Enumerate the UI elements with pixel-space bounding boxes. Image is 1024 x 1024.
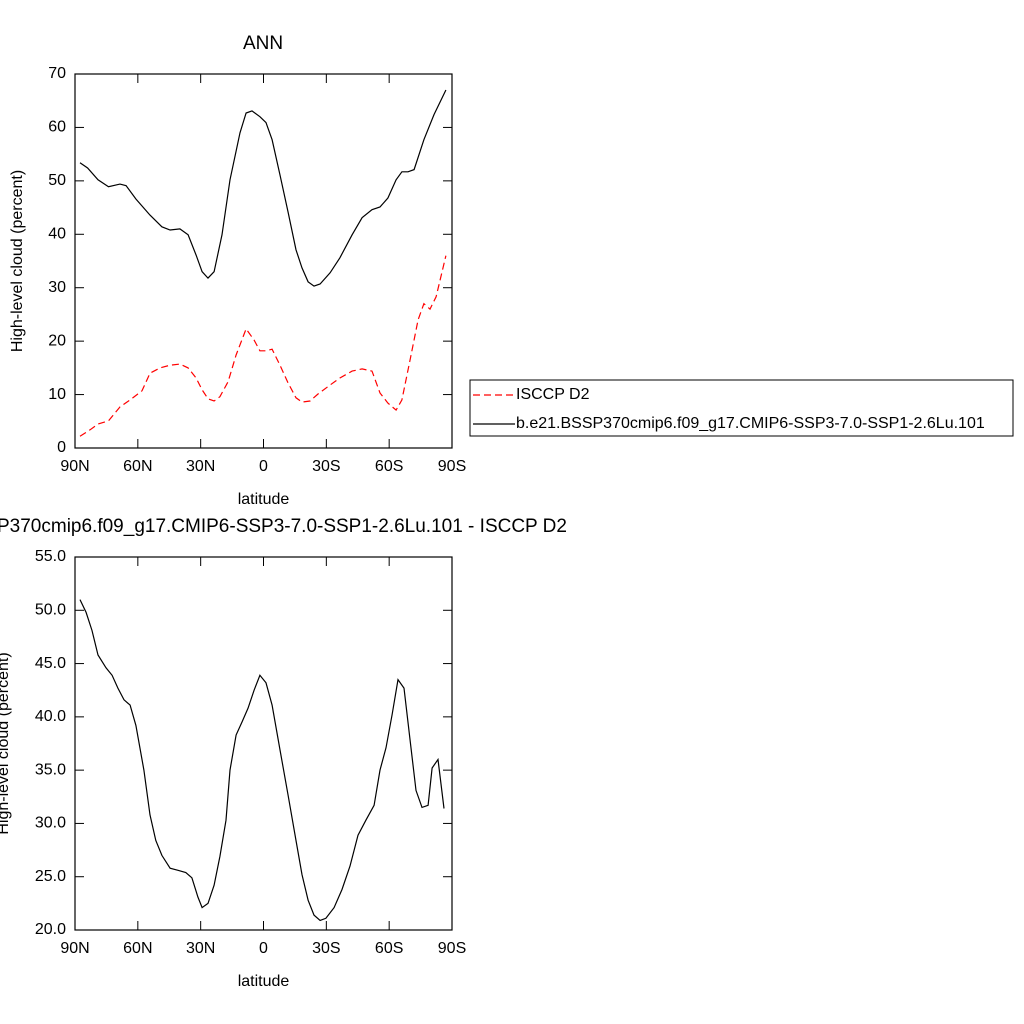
y-tick-label: 50 — [48, 172, 66, 189]
y-tick-label: 20 — [48, 332, 66, 349]
y-tick-label: 30.0 — [35, 815, 66, 832]
x-tick-label: 0 — [259, 458, 268, 475]
x-tick-label: 0 — [259, 940, 268, 957]
plot-frame — [74, 556, 453, 931]
y-tick-label: 40 — [48, 226, 66, 243]
chart-title: P370cmip6.f09_g17.CMIP6-SSP3-7.0-SSP1-2.… — [0, 516, 567, 537]
x-axis-label: latitude — [238, 973, 290, 990]
legend-box — [469, 379, 1014, 437]
y-tick-label: 55.0 — [35, 548, 66, 565]
y-tick-label: 60 — [48, 119, 66, 136]
x-tick-label: 60N — [123, 458, 152, 475]
y-tick-label: 20.0 — [35, 921, 66, 938]
x-tick-label: 90S — [438, 940, 466, 957]
x-tick-label: 90N — [60, 458, 89, 475]
y-tick-label: 25.0 — [35, 868, 66, 885]
x-tick-label: 90S — [438, 458, 466, 475]
chart-title: ANN — [243, 33, 283, 54]
y-tick-label: 0 — [57, 439, 66, 456]
y-tick-label: 30 — [48, 279, 66, 296]
y-axis-label: High-level cloud (percent) — [9, 170, 26, 352]
x-tick-label: 90N — [60, 940, 89, 957]
y-tick-label: 35.0 — [35, 761, 66, 778]
x-tick-label: 30S — [312, 940, 340, 957]
y-tick-label: 40.0 — [35, 708, 66, 725]
x-tick-label: 30S — [312, 458, 340, 475]
x-tick-label: 60N — [123, 940, 152, 957]
x-axis-label: latitude — [238, 491, 290, 508]
x-tick-label: 30N — [186, 458, 215, 475]
x-tick-label: 60S — [375, 940, 403, 957]
legend-label: b.e21.BSSP370cmip6.f09_g17.CMIP6-SSP3-7.… — [516, 415, 985, 432]
x-tick-label: 60S — [375, 458, 403, 475]
y-tick-label: 10 — [48, 386, 66, 403]
y-tick-label: 70 — [48, 65, 66, 82]
data-line — [79, 255, 447, 437]
y-axis-label: High-level cloud (percent) — [0, 652, 12, 834]
y-tick-label: 50.0 — [35, 602, 66, 619]
plot-frame — [74, 73, 453, 449]
x-tick-label: 30N — [186, 940, 215, 957]
y-tick-label: 45.0 — [35, 655, 66, 672]
data-line — [79, 89, 447, 287]
data-line — [79, 599, 445, 922]
legend-label: ISCCP D2 — [516, 386, 590, 403]
